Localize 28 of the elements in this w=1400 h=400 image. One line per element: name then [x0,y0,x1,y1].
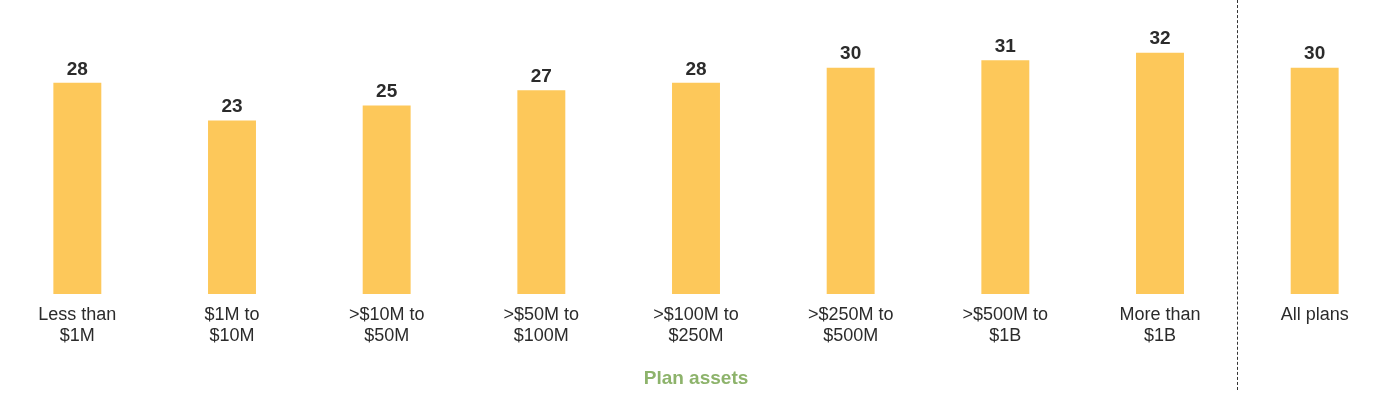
data-label: 28 [685,57,707,79]
x-tick-label: $1M to $10M [204,303,260,346]
data-label: 27 [530,65,552,87]
x-tick-label: >$500M to $1B [962,303,1049,346]
data-label: 30 [1304,42,1326,64]
data-label: 28 [66,57,88,79]
bar [826,67,875,294]
data-label: 31 [994,34,1017,56]
bar [981,60,1030,294]
x-tick-label: >$100M to $250M [653,303,739,346]
bar [208,120,256,294]
x-tick-label: Less than $1M [38,303,117,346]
x-tick-label: >$10M to $50M [348,303,425,346]
data-label: 30 [840,42,862,64]
data-label: 32 [1149,27,1171,49]
bar [53,82,102,294]
bar [672,82,720,294]
bar [1136,52,1184,294]
bar [517,90,566,294]
data-label: 23 [221,95,243,117]
data-label: 25 [376,80,398,102]
x-tick-label: >$50M to $100M [503,303,580,346]
bar [1290,67,1339,294]
x-tick-label: More than $1B [1119,303,1201,346]
x-tick-label: All plans [1280,303,1349,324]
bar [362,105,411,294]
x-axis-title: Plan assets [643,366,749,388]
x-tick-label: >$250M to $500M [807,303,894,346]
